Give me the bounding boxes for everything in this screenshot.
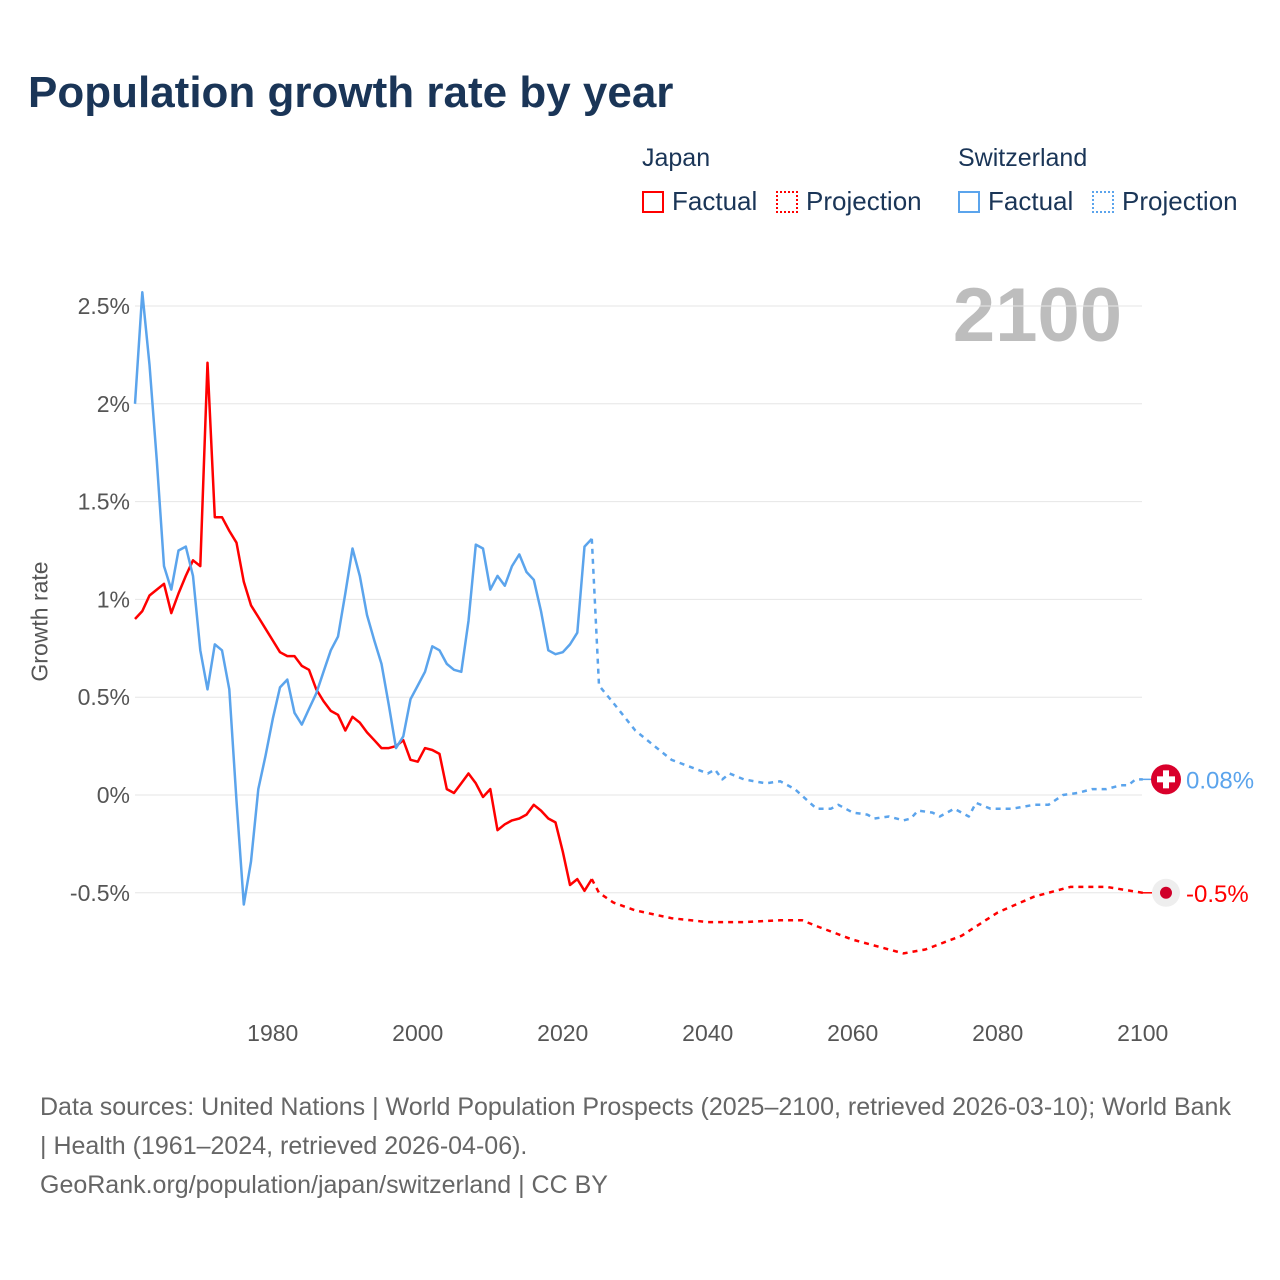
- legend-switzerland-projection[interactable]: Projection: [1092, 186, 1238, 217]
- legend-group-japan: Japan: [642, 144, 711, 172]
- y-tick-label: 0.5%: [78, 684, 130, 710]
- legend-label: Projection: [1122, 186, 1238, 216]
- x-tick-label: 2060: [827, 1020, 878, 1046]
- legend-switzerland-factual[interactable]: Factual: [958, 186, 1073, 217]
- flag-sun: [1160, 886, 1172, 899]
- y-tick-label: 1.5%: [78, 489, 130, 515]
- legend-label: Projection: [806, 186, 922, 216]
- footer: Data sources: United Nations | World Pop…: [40, 1088, 1240, 1205]
- legend-swatch-solid: [642, 190, 664, 213]
- legend-japan-projection[interactable]: Projection: [776, 186, 922, 217]
- legend-label: Factual: [988, 186, 1074, 216]
- legend-group-switzerland: Switzerland: [958, 144, 1088, 172]
- y-tick-label: 1%: [97, 586, 130, 612]
- x-tick-label: 2080: [972, 1020, 1023, 1046]
- chart-title: Population growth rate by year: [28, 68, 674, 117]
- legend-swatch-solid: [958, 190, 980, 213]
- series-line-japan-projection: [590, 878, 1144, 955]
- x-tick-label: 2000: [392, 1020, 443, 1046]
- series-line-switzerland-projection: [590, 538, 1143, 822]
- x-tick-label: 2100: [1117, 1020, 1168, 1046]
- y-tick-label: 2.5%: [78, 293, 130, 319]
- series-line-japan-factual: [134, 361, 593, 893]
- flag-cross: [1157, 776, 1175, 783]
- legend-swatch-dotted: [1092, 190, 1114, 213]
- series-line-switzerland-factual: [133, 291, 593, 906]
- legend-label: Factual: [672, 186, 758, 216]
- end-label-switzerland: 0.08%: [1186, 767, 1254, 794]
- x-tick-label: 2020: [537, 1020, 588, 1046]
- end-label-japan: -0.5%: [1186, 881, 1249, 908]
- y-tick-label: -0.5%: [70, 880, 130, 906]
- current-year-label: 2100: [952, 273, 1122, 358]
- data-sources: Data sources: United Nations | World Pop…: [40, 1093, 1231, 1160]
- x-tick-label: 2040: [682, 1020, 733, 1046]
- x-tick-label: 1980: [247, 1020, 298, 1046]
- y-tick-label: 2%: [97, 391, 130, 417]
- credit-link[interactable]: GeoRank.org/population/japan/switzerland…: [40, 1171, 608, 1199]
- legend-swatch-dotted: [776, 190, 798, 213]
- legend-japan-factual[interactable]: Factual: [642, 186, 757, 217]
- y-tick-label: 0%: [97, 782, 130, 808]
